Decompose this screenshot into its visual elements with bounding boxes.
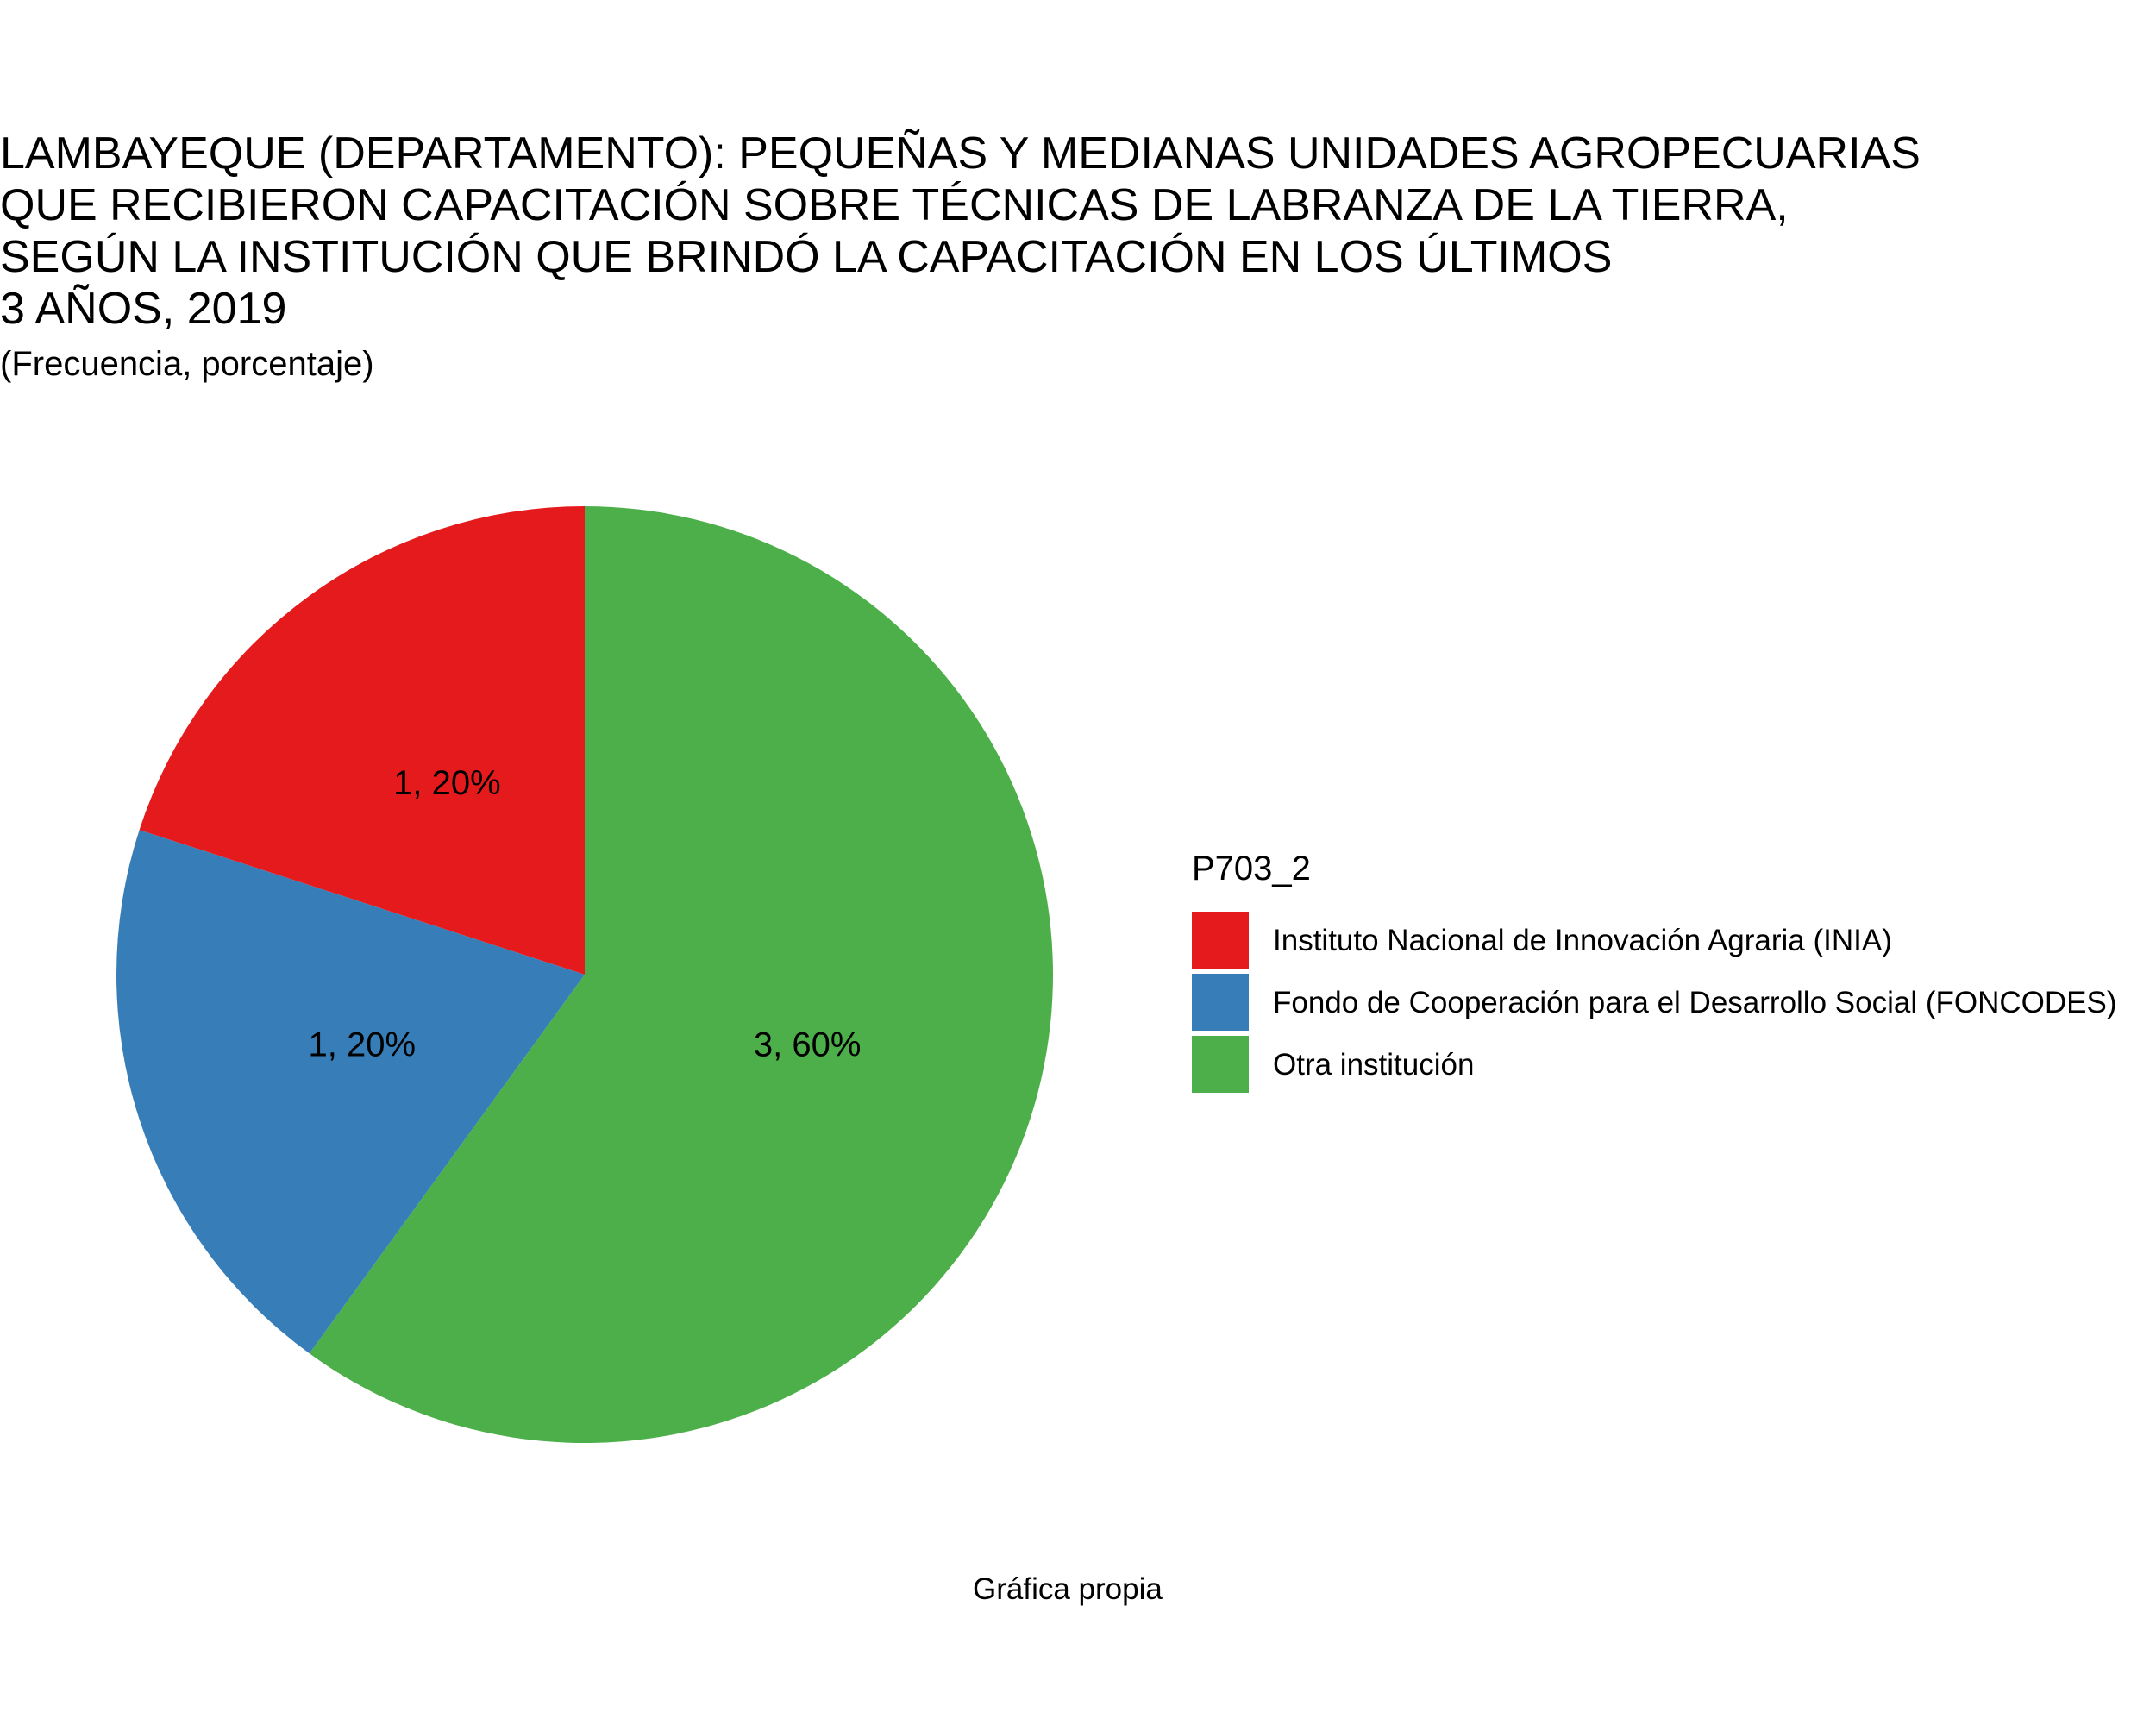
pie-slice-label: 1, 20% (393, 764, 501, 802)
pie-slice-label: 1, 20% (309, 1026, 417, 1063)
legend-swatch-inia (1192, 912, 1249, 969)
legend-label-otra: Otra institución (1273, 1048, 1475, 1082)
chart-title: LAMBAYEQUE (DEPARTAMENTO): PEQUEÑAS Y ME… (0, 128, 1921, 335)
legend-swatch-foncodes (1192, 974, 1249, 1031)
pie-slice-label: 3, 60% (754, 1026, 862, 1063)
chart-title-line: LAMBAYEQUE (DEPARTAMENTO): PEQUEÑAS Y ME… (0, 129, 1921, 179)
chart-caption: Gráfica propia (973, 1572, 1163, 1606)
legend-label-inia: Instituto Nacional de Innovación Agraria… (1273, 924, 1892, 957)
chart-subtitle: (Frecuencia, porcentaje) (0, 345, 374, 383)
pie-slice (139, 506, 585, 975)
pie-slice (309, 506, 1053, 1443)
chart-title-line: QUE RECIBIERON CAPACITACIÓN SOBRE TÉCNIC… (0, 180, 1789, 230)
chart-title-line: 3 AÑOS, 2019 (0, 284, 287, 334)
chart-title-line: SEGÚN LA INSTITUCIÓN QUE BRINDÓ LA CAPAC… (0, 232, 1613, 282)
legend-swatch-otra (1192, 1036, 1249, 1093)
legend-title: P703_2 (1192, 850, 1311, 888)
legend-label-foncodes: Fondo de Cooperación para el Desarrollo … (1273, 986, 2117, 1019)
pie-slice (116, 830, 585, 1354)
